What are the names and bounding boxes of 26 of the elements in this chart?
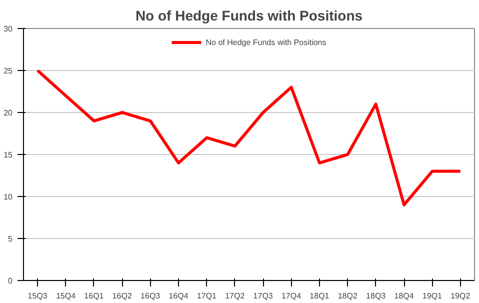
x-tick-label: 17Q4	[281, 292, 302, 300]
chart-title: No of Hedge Funds with Positions	[135, 8, 363, 24]
x-tick-label: 18Q4	[394, 292, 414, 300]
x-tick-label: 18Q1	[310, 292, 330, 300]
x-tick-label: 17Q1	[196, 292, 218, 300]
y-tick-label: 25	[4, 66, 14, 76]
x-tick-label: 16Q4	[168, 292, 189, 300]
legend-label: No of Hedge Funds with Positions	[206, 37, 326, 47]
x-tick-label: 18Q3	[366, 292, 386, 300]
x-tick-label: 16Q3	[140, 292, 161, 300]
y-tick-label: 10	[4, 192, 14, 202]
y-tick-label: 5	[8, 234, 14, 244]
x-tick-label: 16Q2	[112, 292, 132, 300]
x-tick-label: 19Q2	[450, 292, 471, 300]
y-tick-label: 20	[4, 108, 14, 118]
x-tick-label: 17Q3	[253, 292, 274, 300]
y-tick-label: 15	[4, 150, 14, 160]
x-tick-label: 15Q4	[56, 292, 76, 300]
line-series	[36, 69, 462, 206]
y-tick-label: 30	[4, 24, 14, 34]
x-tick-label: 17Q2	[225, 292, 246, 300]
y-tick-label: 0	[8, 276, 14, 286]
x-tick-label: 16Q1	[84, 292, 104, 300]
x-tick-label: 18Q2	[338, 292, 358, 300]
x-tick-label: 15Q3	[28, 292, 48, 300]
x-tick-label: 19Q1	[422, 292, 443, 300]
